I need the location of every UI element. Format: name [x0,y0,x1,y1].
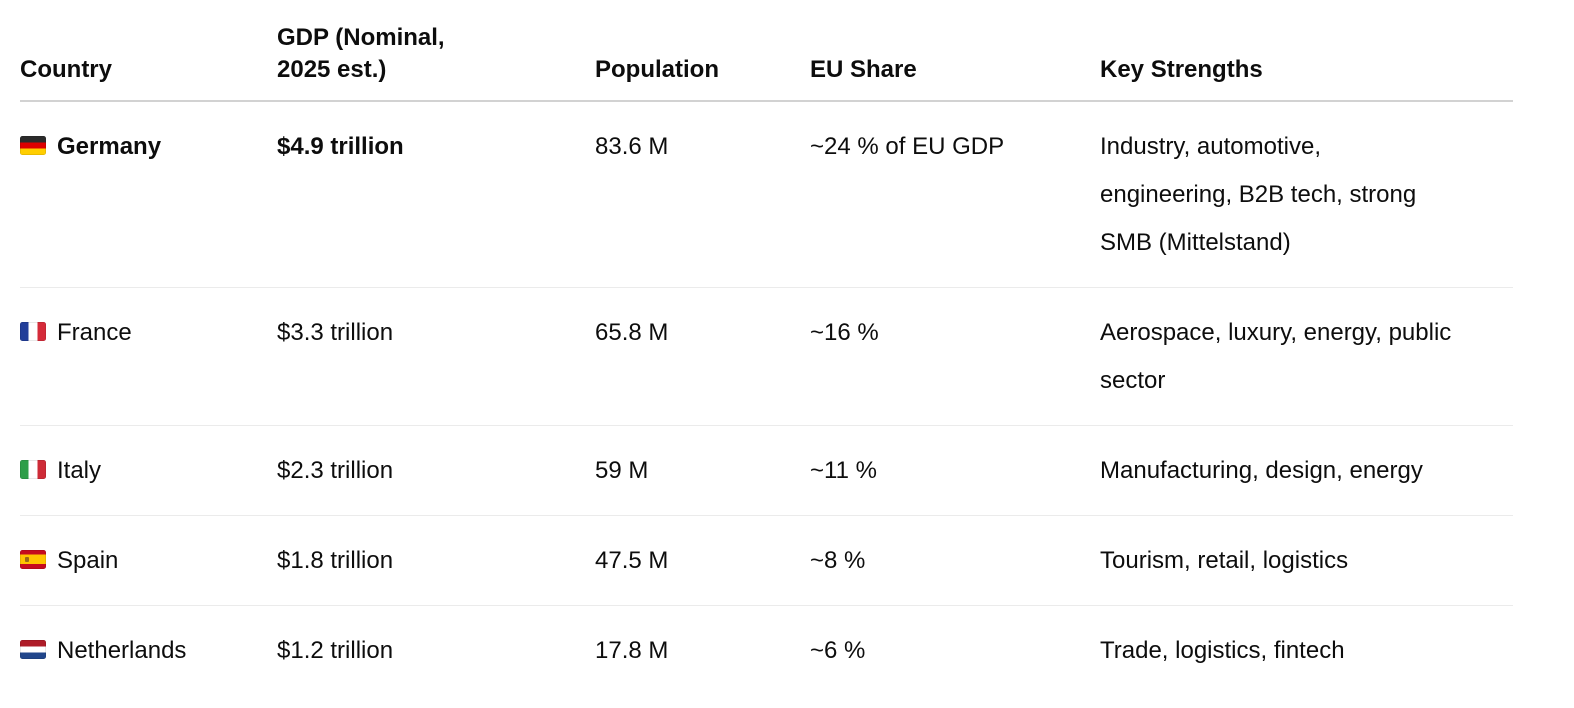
gdp-cell: $2.3 trillion [277,425,595,516]
germany-flag-icon [20,136,46,155]
table-row-germany: Germany $4.9 trillion 83.6 M ~24 % of EU… [20,101,1513,288]
population-cell: 65.8 M [595,287,810,426]
key-strengths-text: Trade, logistics, fintech [1100,637,1345,664]
population-cell: 83.6 M [595,101,810,288]
key-strengths-text: Aerospace, luxury, energy, public sector [1100,319,1452,394]
table-body: Germany $4.9 trillion 83.6 M ~24 % of EU… [20,101,1513,695]
key-strengths-cell: Tourism, retail, logistics [1100,515,1513,606]
key-strengths-cell: Aerospace, luxury, energy, public sector [1100,287,1513,426]
table-row-spain: Spain $1.8 trillion 47.5 M ~8 % Tourism,… [20,515,1513,606]
key-strengths-cell: Trade, logistics, fintech [1100,606,1513,696]
country-cell: France [20,287,277,426]
key-strengths-text: Tourism, retail, logistics [1100,547,1349,574]
table-header: Country GDP (Nominal, 2025 est.) Populat… [20,0,1513,102]
country-name: Spain [57,547,119,574]
gdp-cell: $4.9 trillion [277,101,595,288]
country-comparison-table: Country GDP (Nominal, 2025 est.) Populat… [20,0,1513,695]
population-cell: 17.8 M [595,637,669,664]
column-header-eu-share: EU Share [810,0,1100,102]
country-comparison-table-wrap: Country GDP (Nominal, 2025 est.) Populat… [20,0,1513,695]
key-strengths-cell: Industry, automotive, engineering, B2B t… [1100,101,1513,288]
eu-share-cell: ~6 % [810,637,866,664]
gdp-cell: $1.8 trillion [277,515,595,606]
header-row: Country GDP (Nominal, 2025 est.) Populat… [20,0,1513,102]
france-flag-icon [20,322,46,341]
table-row-france: France $3.3 trillion 65.8 M ~16 % Aerosp… [20,287,1513,426]
table-row-italy: Italy $2.3 trillion 59 M ~11 % Manufactu… [20,425,1513,516]
eu-share-cell: ~8 % [810,515,1100,606]
country-cell: Germany [20,101,277,288]
netherlands-flag-icon [20,640,46,659]
column-header-population-label: Population [595,56,719,83]
eu-share-cell: ~24 % of EU GDP [810,101,1100,288]
eu-share-cell: ~11 % [810,425,1100,516]
country-name: Germany [57,133,162,160]
country-name: Italy [57,457,102,484]
column-header-gdp-label: GDP (Nominal, 2025 est.) [277,24,445,83]
population-cell: 59 M [595,425,810,516]
eu-share-cell: ~16 % [810,287,1100,426]
column-header-key-strengths-label: Key Strengths [1100,56,1263,83]
spain-flag-icon [20,550,46,569]
column-header-country: Country [20,0,277,102]
key-strengths-cell: Manufacturing, design, energy [1100,425,1513,516]
table-row-netherlands: Netherlands $1.2 trillion 17.8 M ~6 % Tr… [20,606,1513,696]
population-cell: 47.5 M [595,515,810,606]
country-cell: Netherlands [20,606,277,696]
country-name: France [57,319,132,346]
gdp-cell: $3.3 trillion [277,287,595,426]
column-header-population: Population [595,0,810,102]
column-header-country-label: Country [20,56,112,83]
country-cell: Italy [20,425,277,516]
country-name: Netherlands [57,637,187,664]
key-strengths-text: Industry, automotive, engineering, B2B t… [1100,133,1417,256]
column-header-key-strengths: Key Strengths [1100,0,1513,102]
column-header-eu-share-label: EU Share [810,56,917,83]
key-strengths-text: Manufacturing, design, energy [1100,457,1423,484]
country-cell: Spain [20,515,277,606]
italy-flag-icon [20,460,46,479]
gdp-cell: $1.2 trillion [277,637,394,664]
column-header-gdp: GDP (Nominal, 2025 est.) [277,0,595,102]
